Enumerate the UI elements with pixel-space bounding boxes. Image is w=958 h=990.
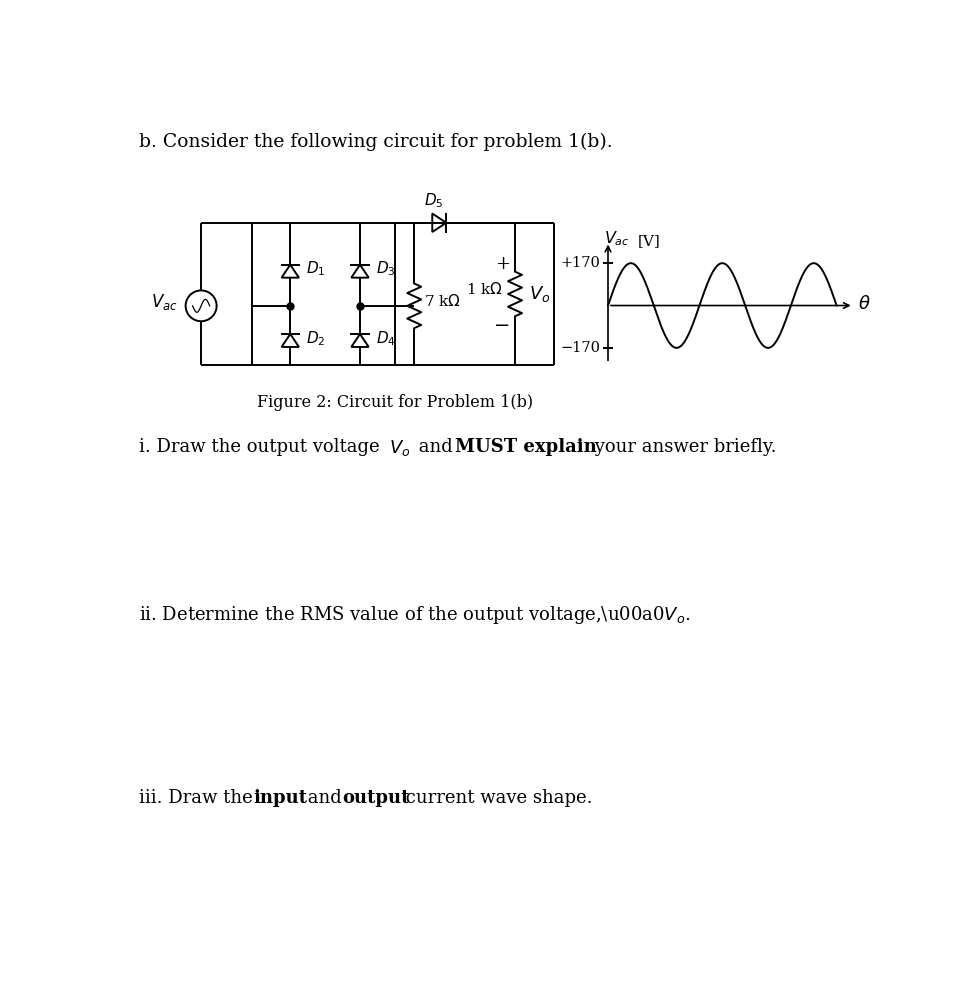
- Text: $D_4$: $D_4$: [376, 329, 396, 347]
- Text: $V_{ac}$: $V_{ac}$: [151, 292, 178, 312]
- Text: $V_o$: $V_o$: [389, 439, 410, 458]
- Text: output: output: [342, 789, 410, 807]
- Text: $V_{ac}$: $V_{ac}$: [604, 229, 630, 248]
- Text: −170: −170: [560, 341, 601, 354]
- Text: +170: +170: [560, 256, 601, 270]
- Text: 7 k$\Omega$: 7 k$\Omega$: [423, 293, 461, 309]
- Text: $D_1$: $D_1$: [306, 259, 325, 278]
- Text: Figure 2: Circuit for Problem 1(b): Figure 2: Circuit for Problem 1(b): [257, 394, 533, 412]
- Text: MUST explain: MUST explain: [455, 439, 597, 456]
- Text: and: and: [413, 439, 458, 456]
- Text: your answer briefly.: your answer briefly.: [588, 439, 776, 456]
- Text: current wave shape.: current wave shape.: [400, 789, 593, 807]
- Text: $D_3$: $D_3$: [376, 259, 395, 278]
- Text: +: +: [495, 255, 510, 273]
- Text: 1 k$\Omega$: 1 k$\Omega$: [466, 281, 503, 297]
- Text: $V_o$: $V_o$: [529, 284, 551, 304]
- Text: −: −: [494, 317, 511, 335]
- Text: input: input: [254, 789, 308, 807]
- Text: $D_2$: $D_2$: [306, 329, 325, 347]
- Text: ii. Determine the RMS value of the output voltage,\u00a0$V_o$.: ii. Determine the RMS value of the outpu…: [139, 604, 691, 626]
- Text: iii. Draw the: iii. Draw the: [139, 789, 259, 807]
- Text: b. Consider the following circuit for problem 1(b).: b. Consider the following circuit for pr…: [139, 133, 613, 150]
- Text: $\theta$: $\theta$: [857, 295, 870, 313]
- Text: and: and: [302, 789, 348, 807]
- Text: [V]: [V]: [637, 234, 660, 248]
- Text: i. Draw the output voltage: i. Draw the output voltage: [139, 439, 385, 456]
- Text: $D_5$: $D_5$: [423, 191, 444, 210]
